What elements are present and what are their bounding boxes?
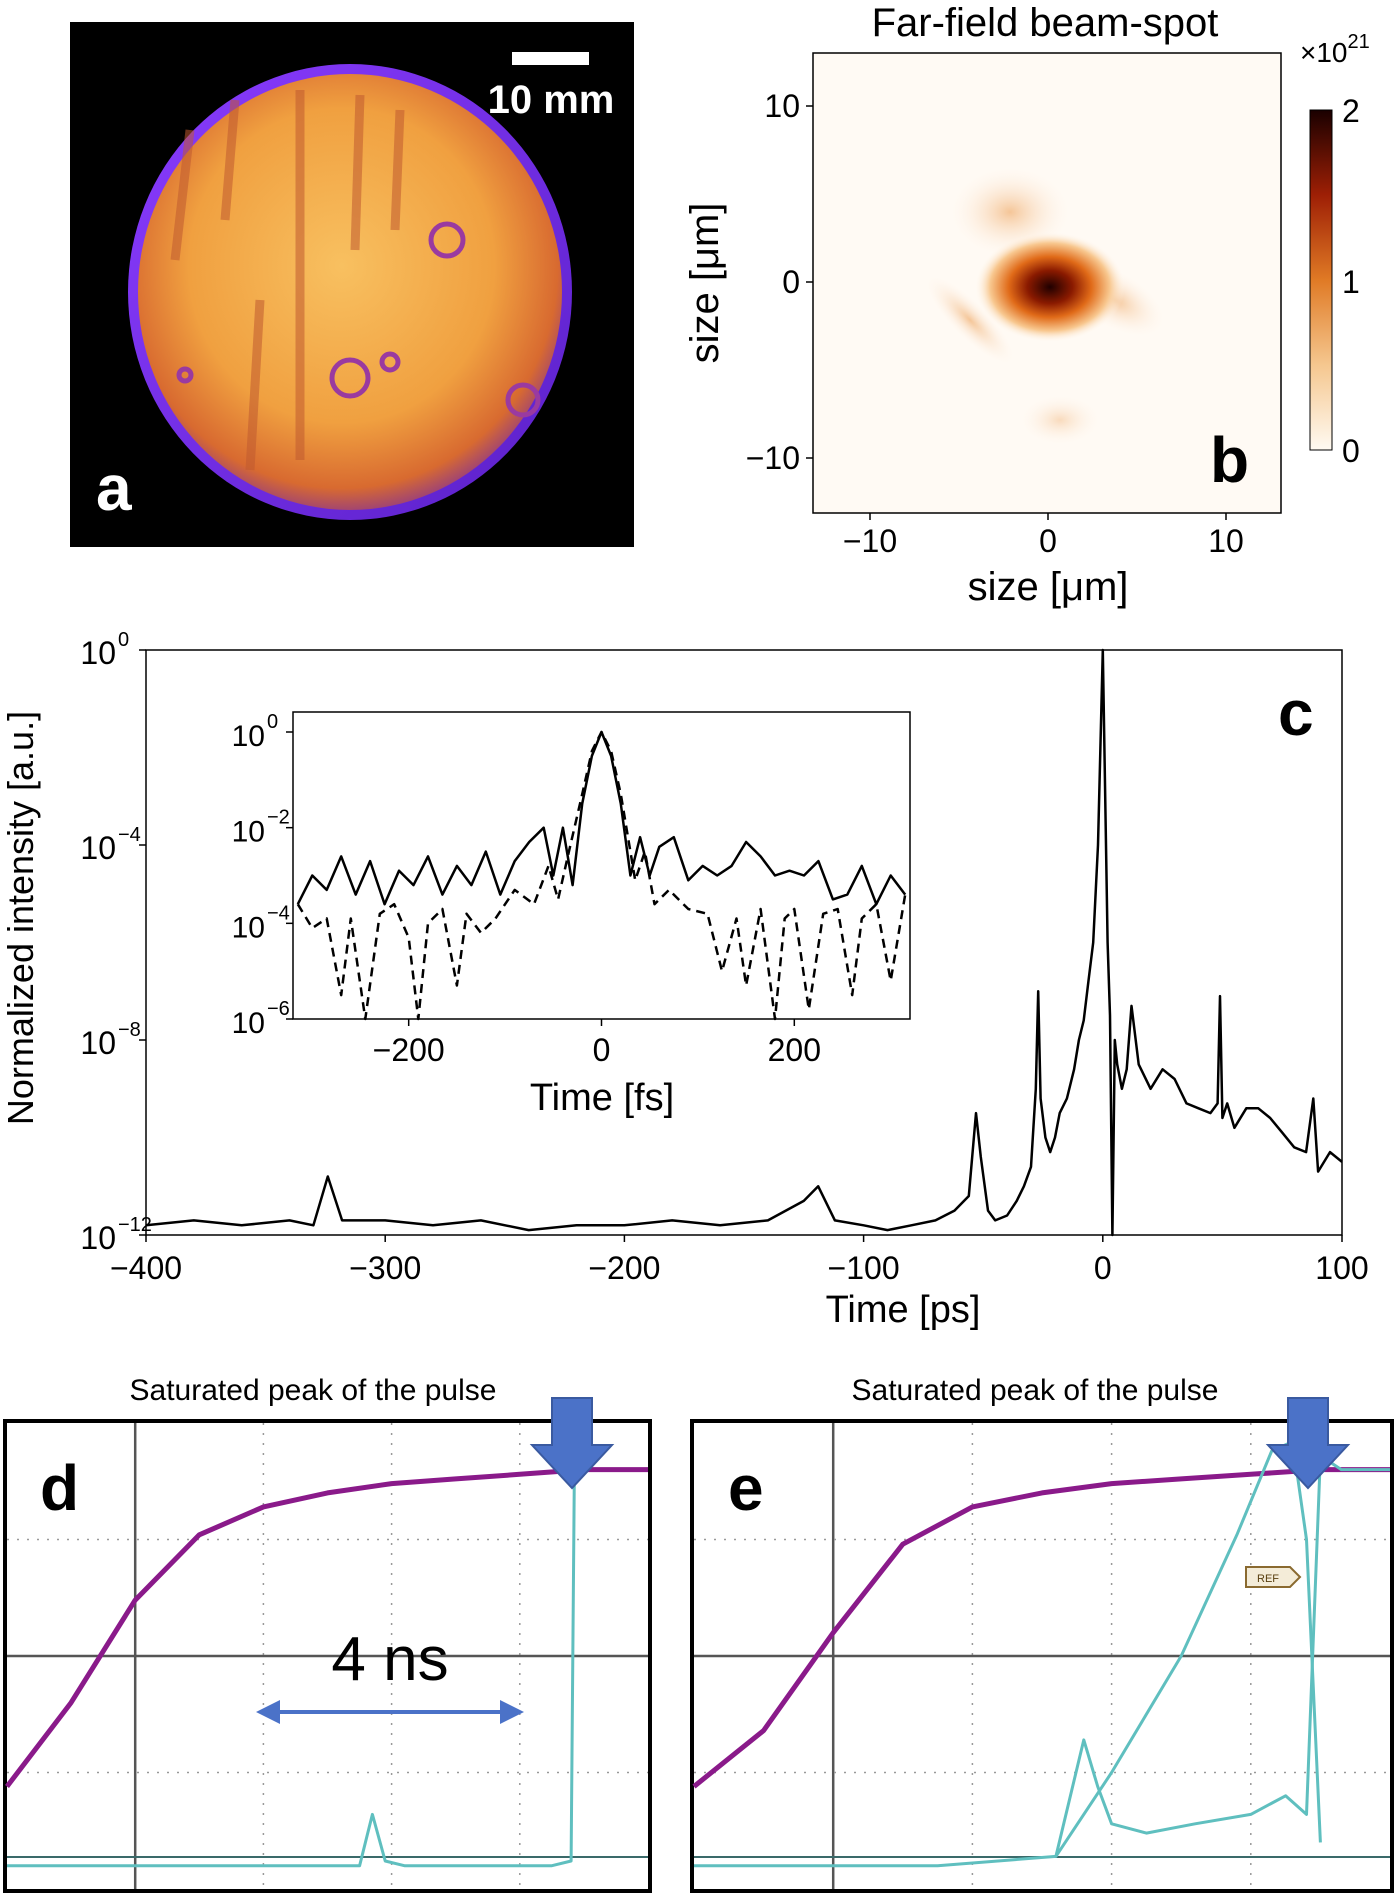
panel-c-xtick: −200: [588, 1250, 660, 1286]
panel-d-label: d: [40, 1452, 79, 1524]
panel-b-ytick: 0: [782, 264, 800, 300]
panel-b-title: Far-field beam-spot: [872, 1, 1219, 45]
panel-c-xtick: 100: [1315, 1250, 1368, 1286]
panel-c-ylabel: Normalized intensity [a.u.]: [0, 711, 41, 1125]
panel-c-inset-x-ticks: −200 0 200: [373, 1019, 821, 1068]
panel-e-series: [692, 1440, 1390, 1868]
panel-b-ytick: 10: [764, 88, 800, 124]
scale-bar: [512, 52, 589, 65]
panel-d-span-label: 4 ns: [331, 1625, 448, 1694]
panel-c-series: [145, 648, 1343, 1237]
panel-c-inset-ytick: 10: [232, 816, 265, 849]
panel-e-marker-text: REF: [1257, 1573, 1279, 1585]
panel-c-ytick: 10: [80, 1220, 116, 1256]
panel-e-label: e: [728, 1452, 764, 1524]
panel-c-x-ticks: −400 −300 −200 −100 0 100: [110, 1235, 1369, 1286]
colorbar-multiplier: ×1021: [1300, 31, 1370, 68]
beam-profile-spot: [138, 74, 562, 510]
panel-e: Saturated peak of the pulse e REF: [690, 1374, 1394, 1893]
panel-c-ytick: 10: [80, 830, 116, 866]
panel-b-x-ticks: −10 0 10: [843, 513, 1244, 559]
colorbar-tick: 0: [1342, 433, 1360, 469]
arrow-down-icon: [1265, 1397, 1351, 1490]
panel-c-label: c: [1278, 677, 1314, 749]
panel-c-xtick: −100: [828, 1250, 900, 1286]
panel-a-label: a: [96, 452, 132, 524]
panel-c-inset-series-dashed: [296, 730, 907, 1021]
panel-c-inset-ytick-exponent: −2: [267, 807, 290, 829]
panel-c-frame: [145, 649, 1343, 1236]
panel-c-ytick: 10: [80, 1025, 116, 1061]
panel-b-frame: [812, 52, 1282, 514]
panel-c-ytick-exponent: −12: [118, 1214, 152, 1236]
panel-b: Far-field beam-spot 10 0 −10 −10 0 10 si…: [683, 1, 1370, 609]
panel-c-inset-ytick-exponent: −4: [267, 902, 290, 924]
panel-c-inset-ytick: 10: [232, 1007, 265, 1040]
panel-b-xtick: −10: [843, 523, 897, 559]
arrow-down-icon: [529, 1397, 615, 1490]
panel-d-caption: Saturated peak of the pulse: [130, 1374, 497, 1407]
panel-c-inset-xtick: 0: [593, 1032, 611, 1068]
panel-e-cyan-trace: [1054, 1440, 1322, 1858]
panel-a: 10 mm a: [70, 22, 634, 547]
panel-c-xtick: −400: [110, 1250, 182, 1286]
panel-c-xtick: 0: [1094, 1250, 1112, 1286]
panel-c-ytick-exponent: −4: [118, 824, 141, 846]
scale-bar-label: 10 mm: [488, 78, 615, 122]
panel-c-xlabel: Time [ps]: [826, 1289, 981, 1331]
panel-b-label: b: [1210, 424, 1249, 496]
panel-c-inset-ytick: 10: [232, 720, 265, 753]
panel-b-ytick: −10: [746, 440, 800, 476]
panel-c-series-line: [145, 648, 1343, 1237]
panel-c-inset-frame: [292, 711, 911, 1020]
panel-c-inset-xlabel: Time [fs]: [530, 1077, 674, 1119]
colorbar-tick: 2: [1342, 93, 1360, 129]
panel-e-ref-marker: REF: [1245, 1566, 1302, 1588]
panel-c-ytick-exponent: −8: [118, 1019, 141, 1041]
panel-b-xtick: 0: [1039, 523, 1057, 559]
panel-d: Saturated peak of the pulse d 4 ns: [3, 1374, 652, 1893]
panel-c-inset-series: [296, 730, 907, 1021]
colorbar-tick: 1: [1342, 264, 1360, 300]
panel-e-cyan-trace: [694, 1454, 1390, 1868]
panel-c-inset-xtick: −200: [373, 1032, 445, 1068]
panel-d-purple-trace: [5, 1467, 648, 1789]
panel-c-inset-ytick-exponent: 0: [267, 711, 278, 733]
panel-b-xtick: 10: [1208, 523, 1244, 559]
panel-c-ytick-exponent: 0: [118, 629, 129, 651]
panel-c-xtick: −300: [349, 1250, 421, 1286]
panel-c-inset-ytick-exponent: −6: [267, 998, 290, 1020]
panel-b-ylabel: size [μm]: [683, 203, 727, 364]
panel-c-inset-ytick: 10: [232, 911, 265, 944]
panel-c-ytick: 10: [80, 635, 116, 671]
colorbar: [1309, 109, 1333, 451]
panel-d-grid: [7, 1423, 648, 1889]
beam-profile-rings: [176, 221, 541, 418]
panel-b-y-ticks: 10 0 −10: [746, 88, 813, 476]
panel-e-purple-trace: [692, 1467, 1390, 1789]
panel-c-inset-xtick: 200: [768, 1032, 821, 1068]
beam-profile-streaks: [170, 90, 405, 471]
panel-b-beam-spot: [925, 167, 1165, 445]
panel-b-xlabel: size [μm]: [968, 565, 1129, 609]
panel-e-caption: Saturated peak of the pulse: [852, 1374, 1219, 1407]
